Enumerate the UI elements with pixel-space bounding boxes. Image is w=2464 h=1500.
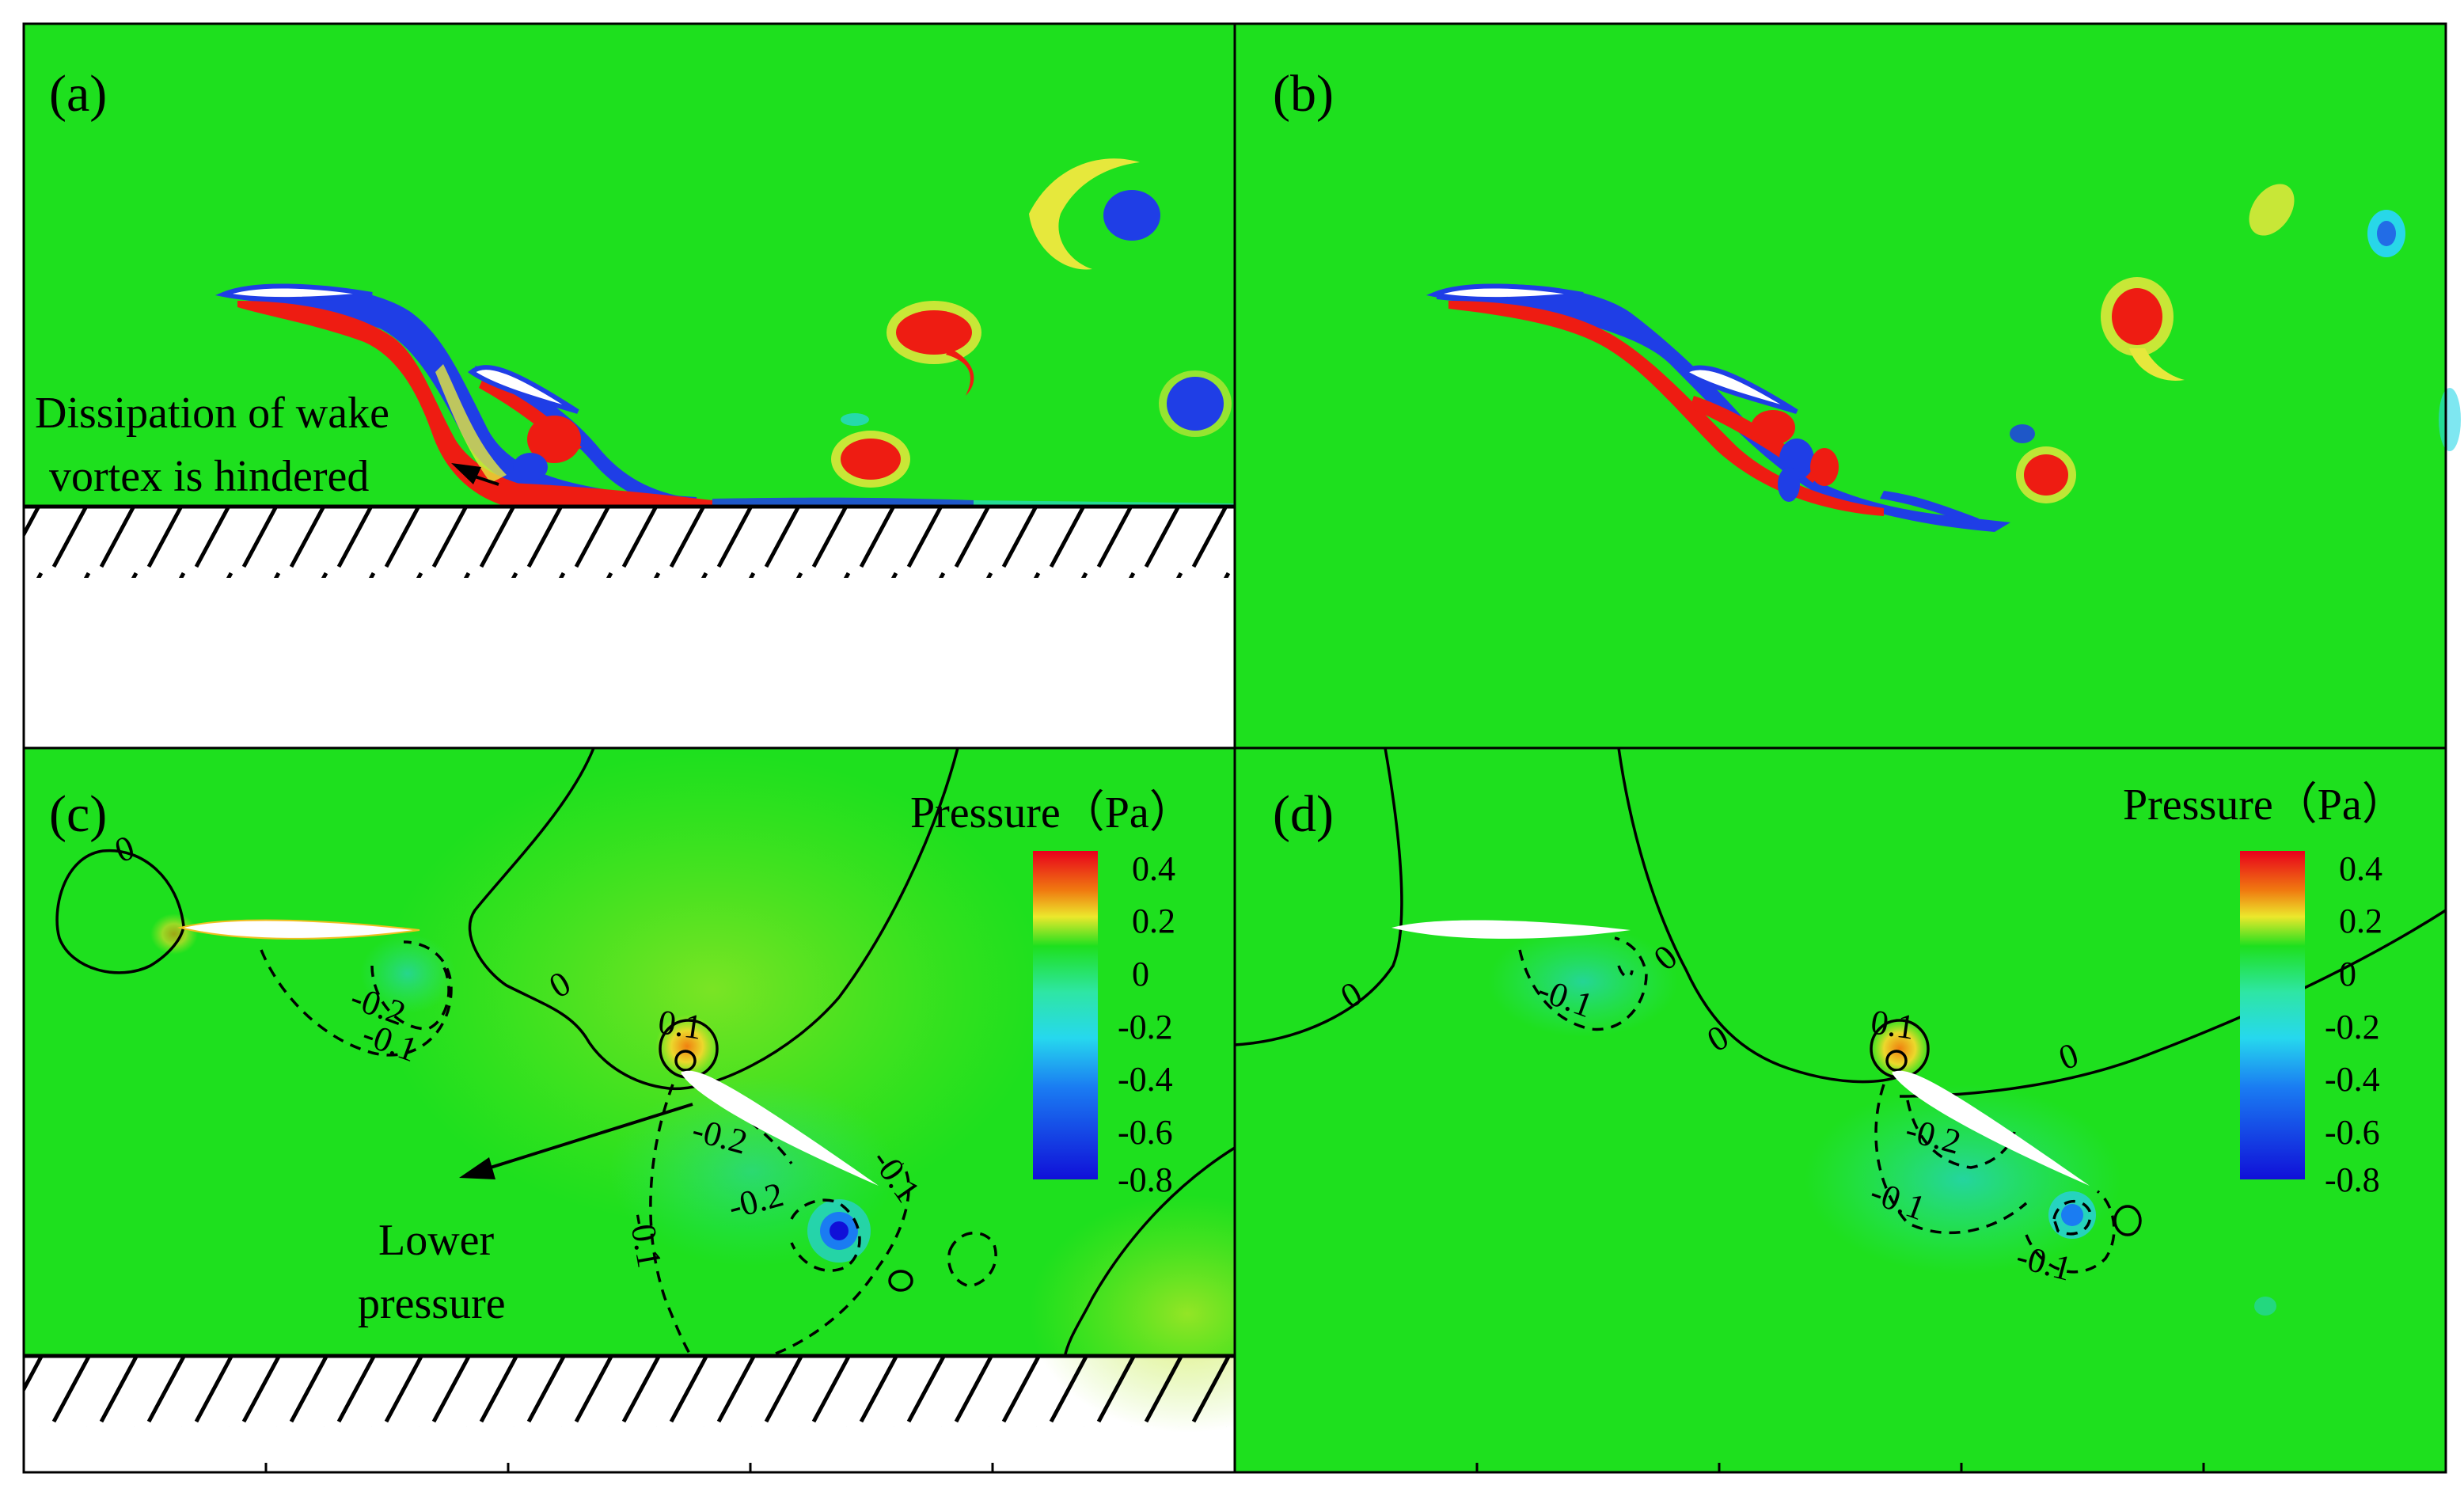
colorbar-tick: 0.2 bbox=[1132, 902, 1175, 940]
panel-c-airfoil-2 bbox=[681, 1070, 879, 1186]
panel-a-field bbox=[24, 24, 1235, 508]
colorbar-gradient bbox=[2240, 851, 2305, 1179]
annotation-lower-pressure-line2: pressure bbox=[358, 1279, 506, 1328]
colorbar-tick: -0.6 bbox=[1118, 1113, 1173, 1152]
panel-d: 0 -0.1 0 0 0.1 0 -0.2 -0.1 -0.1 Pressure… bbox=[1233, 746, 2447, 1474]
panel-a-airfoil-1 bbox=[215, 283, 373, 302]
panel-a: (a) Dissipation of wake vortex is hinder… bbox=[22, 22, 1236, 750]
panel-b-label: (b) bbox=[1273, 65, 1334, 123]
contour-label: 0.1 bbox=[1869, 1002, 1917, 1046]
colorbar-tick: -0.4 bbox=[1118, 1060, 1173, 1099]
panel-a-wake bbox=[226, 158, 1235, 508]
colorbar-tick: -0.8 bbox=[2325, 1160, 2380, 1199]
contour-label: -0.1 bbox=[621, 1209, 669, 1270]
panel-b: (b) bbox=[1233, 22, 2461, 750]
colorbar-tick: -0.4 bbox=[2325, 1060, 2380, 1099]
panel-c-label: (c) bbox=[49, 785, 107, 843]
panel-d-label: (d) bbox=[1273, 785, 1334, 843]
annotation-dissipation-arrow bbox=[451, 463, 499, 486]
annotation-lower-pressure-line1: Lower bbox=[378, 1216, 495, 1265]
colorbar-tick: 0.4 bbox=[2339, 849, 2382, 888]
panel-a-label: (a) bbox=[49, 65, 107, 123]
panel-c-wall bbox=[24, 1356, 1235, 1427]
panel-c-colorbar: Pressure（Pa） 0.4 0.2 0 -0.2 -0.4 -0.6 -0… bbox=[910, 788, 1194, 1199]
panel-d-colorbar: Pressure（Pa） 0.4 0.2 0 -0.2 -0.4 -0.6 -0… bbox=[2123, 780, 2406, 1199]
panel-d-contours bbox=[1234, 747, 2447, 1274]
colorbar-tick: 0.2 bbox=[2339, 902, 2382, 940]
panel-a-airfoil-2 bbox=[467, 365, 579, 414]
panel-b-wake bbox=[1437, 184, 2461, 532]
colorbar-gradient bbox=[1033, 851, 1098, 1179]
panel-c-vortex bbox=[807, 1199, 871, 1263]
colorbar-tick: 0.4 bbox=[1132, 849, 1175, 888]
colorbar-tick: -0.6 bbox=[2325, 1113, 2380, 1152]
colorbar-tick: 0 bbox=[2339, 955, 2356, 993]
colorbar-tick: -0.2 bbox=[1118, 1008, 1173, 1046]
panel-d-airfoil-1 bbox=[1391, 920, 1631, 939]
panel-b-airfoil-1 bbox=[1426, 283, 1584, 302]
colorbar-tick: -0.2 bbox=[2325, 1008, 2380, 1046]
annotation-lower-pressure-arrow bbox=[459, 1103, 693, 1179]
panel-b-field bbox=[1235, 24, 2446, 748]
annotation-dissipation-line1: Dissipation of wake bbox=[35, 389, 389, 438]
panel-c: 0 -0.2 -0.1 0 0.1 -0.2 -0.2 -0.1 -0.1 Lo… bbox=[24, 747, 1346, 1433]
colorbar-tick: 0 bbox=[1132, 955, 1149, 993]
annotation-dissipation-line2: vortex is hindered bbox=[49, 452, 369, 501]
panel-d-airfoil-2 bbox=[1892, 1070, 2090, 1186]
panel-b-airfoil-2 bbox=[1680, 365, 1798, 414]
colorbar-tick: -0.8 bbox=[1118, 1160, 1173, 1199]
colorbar-title: Pressure（Pa） bbox=[2123, 780, 2406, 830]
colorbar-title: Pressure（Pa） bbox=[910, 788, 1194, 837]
panel-c-airfoil-1 bbox=[177, 919, 420, 940]
contour-label: 0.1 bbox=[656, 1002, 704, 1046]
panel-a-wall bbox=[24, 507, 1235, 578]
bottom-axis bbox=[24, 1463, 2446, 1474]
